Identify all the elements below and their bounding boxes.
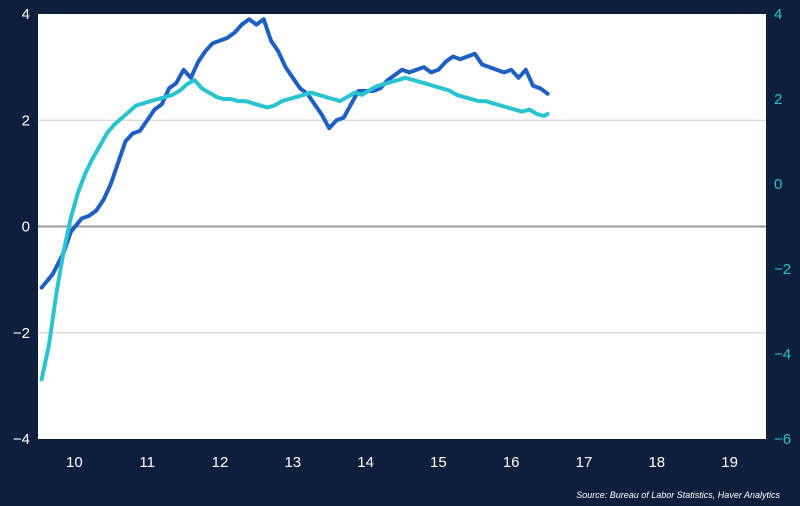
y-left-tick-label: 0 <box>22 219 30 236</box>
x-tick-label: 13 <box>284 454 301 471</box>
x-tick-label: 16 <box>503 454 520 471</box>
y-right-tick-label: 4 <box>774 6 782 23</box>
series-line-2 <box>39 75 550 382</box>
y-left-tick-label: −4 <box>13 431 30 448</box>
tick-labels: −4 −2 0 2 4 −6 −4 −2 0 2 4 10 11 12 13 14 15 16 17 18 19 <box>13 6 791 471</box>
y-right-tick-label: −6 <box>774 431 791 448</box>
x-tick-label: 15 <box>430 454 447 471</box>
series-group <box>39 17 550 382</box>
x-tick-label: 11 <box>139 454 155 471</box>
x-tick-label: 12 <box>212 454 229 471</box>
x-tick-label: 18 <box>648 454 665 471</box>
x-tick-label: 19 <box>721 454 738 471</box>
y-left-tick-label: 2 <box>22 112 30 129</box>
y-left-tick-label: 4 <box>22 6 30 23</box>
series-line-1 <box>39 17 550 290</box>
gridlines <box>38 119 766 334</box>
y-right-tick-label: 0 <box>774 176 782 193</box>
source-note: Source: Bureau of Labor Statistics, Have… <box>576 490 780 500</box>
y-left-tick-label: −2 <box>13 325 30 342</box>
x-tick-label: 10 <box>66 454 83 471</box>
y-right-tick-label: 2 <box>774 91 782 108</box>
x-tick-label: 17 <box>576 454 593 471</box>
x-tick-label: 14 <box>357 454 374 471</box>
y-right-tick-label: −4 <box>774 346 791 363</box>
y-right-tick-label: −2 <box>774 261 791 278</box>
